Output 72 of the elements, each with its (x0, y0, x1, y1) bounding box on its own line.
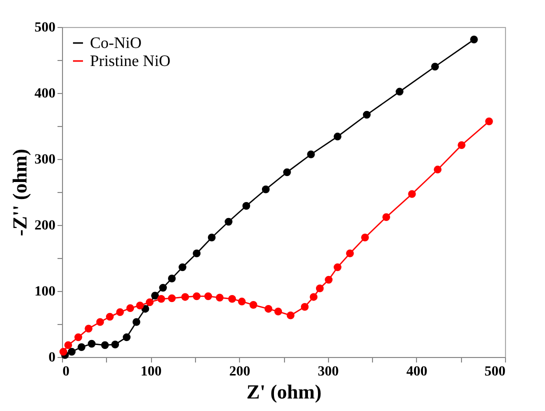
point (485, 118, 493, 126)
y-tick-label: 0 (48, 350, 56, 366)
x-tick-label: 100 (140, 364, 162, 380)
point (382, 213, 390, 221)
point (178, 263, 186, 272)
point (157, 295, 166, 303)
x-tick-label: 0 (62, 364, 70, 380)
point (283, 168, 291, 176)
x-tick-label: 300 (318, 364, 339, 380)
x-tick-label: 400 (406, 364, 428, 380)
point (361, 234, 369, 242)
point (286, 312, 294, 320)
point (88, 340, 96, 348)
point (242, 202, 250, 210)
point (126, 304, 134, 312)
point (264, 304, 272, 313)
point (68, 348, 76, 356)
legend-label: Pristine NiO (90, 53, 170, 70)
point (74, 333, 82, 342)
point (408, 190, 416, 198)
y-tick-label: 500 (34, 20, 56, 36)
point (224, 218, 232, 226)
point (228, 295, 236, 303)
point (204, 292, 212, 300)
point (307, 150, 315, 158)
point (262, 185, 270, 194)
point (434, 166, 442, 174)
point (334, 132, 342, 140)
point (146, 298, 154, 306)
point (159, 284, 167, 292)
point (111, 340, 120, 348)
point (132, 318, 140, 326)
point (216, 294, 224, 302)
point (362, 110, 371, 119)
point (238, 298, 246, 306)
point (151, 292, 159, 300)
point (458, 141, 466, 150)
point (208, 234, 216, 242)
point (168, 274, 176, 282)
point (96, 318, 104, 326)
point (192, 250, 201, 258)
point (84, 324, 92, 332)
point (396, 88, 404, 96)
point (78, 343, 86, 351)
point (300, 302, 309, 311)
x-axis-title: Z' (ohm) (246, 382, 322, 404)
point (116, 308, 124, 316)
point (470, 36, 478, 44)
point (431, 62, 439, 70)
point (310, 293, 318, 301)
point (316, 284, 324, 292)
point (122, 333, 131, 342)
point (64, 341, 72, 349)
point (274, 308, 282, 316)
point (324, 276, 333, 284)
y-tick-label: 300 (34, 152, 56, 168)
y-tick-label: 100 (34, 284, 56, 300)
y-tick-label: 200 (34, 218, 56, 234)
point (250, 300, 258, 309)
x-tick-label: 200 (229, 364, 250, 380)
point (192, 292, 201, 300)
point (106, 312, 114, 321)
y-tick-label: 400 (34, 86, 56, 102)
legend-label: Co-NiO (90, 35, 142, 52)
point (101, 341, 109, 349)
point (346, 250, 354, 258)
x-tick-label: 500 (484, 364, 506, 380)
point (168, 294, 176, 302)
point (136, 302, 144, 310)
point (334, 263, 342, 272)
y-axis-title: -Z'' (ohm) (10, 148, 32, 236)
point (181, 293, 190, 301)
